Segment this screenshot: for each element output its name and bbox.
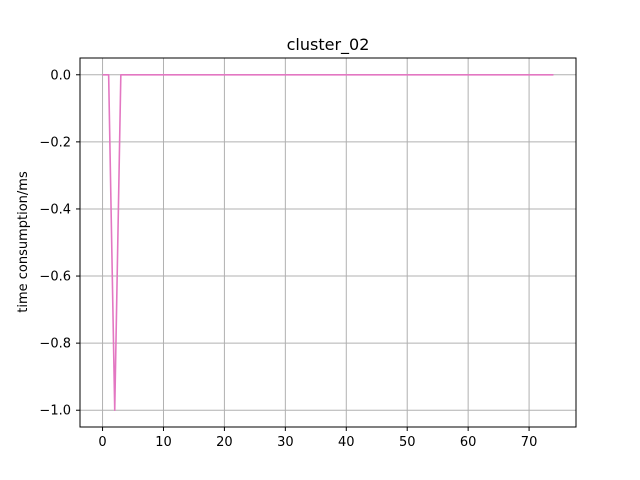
x-tick-label: 70 — [521, 435, 538, 450]
y-tick-label: −0.8 — [39, 337, 71, 352]
y-tick-label: −0.6 — [39, 270, 71, 285]
y-tick-label: −0.2 — [39, 135, 71, 150]
x-tick-label: 10 — [155, 435, 172, 450]
plot-frame — [79, 57, 577, 428]
x-tick-label: 60 — [460, 435, 477, 450]
y-tick-label: 0.0 — [50, 68, 71, 83]
x-tick-label: 30 — [277, 435, 294, 450]
series-line-0 — [102, 73, 554, 412]
series-layer — [102, 73, 554, 412]
x-tick-label: 20 — [216, 435, 233, 450]
x-tick-label: 0 — [98, 435, 106, 450]
chart-title: cluster_02 — [287, 35, 370, 55]
y-tick-label: −1.0 — [39, 404, 71, 419]
y-tick-label: −0.4 — [39, 202, 71, 217]
x-tick-label: 50 — [399, 435, 416, 450]
y-axis-label: time consumption/ms — [16, 171, 31, 313]
tick-layer: 0 10 20 30 40 50 60 70 0.0 −0.2 −0.4 −0.6 −0.8 −1.0 — [39, 68, 537, 450]
grid — [80, 58, 576, 427]
x-tick-label: 40 — [338, 435, 355, 450]
